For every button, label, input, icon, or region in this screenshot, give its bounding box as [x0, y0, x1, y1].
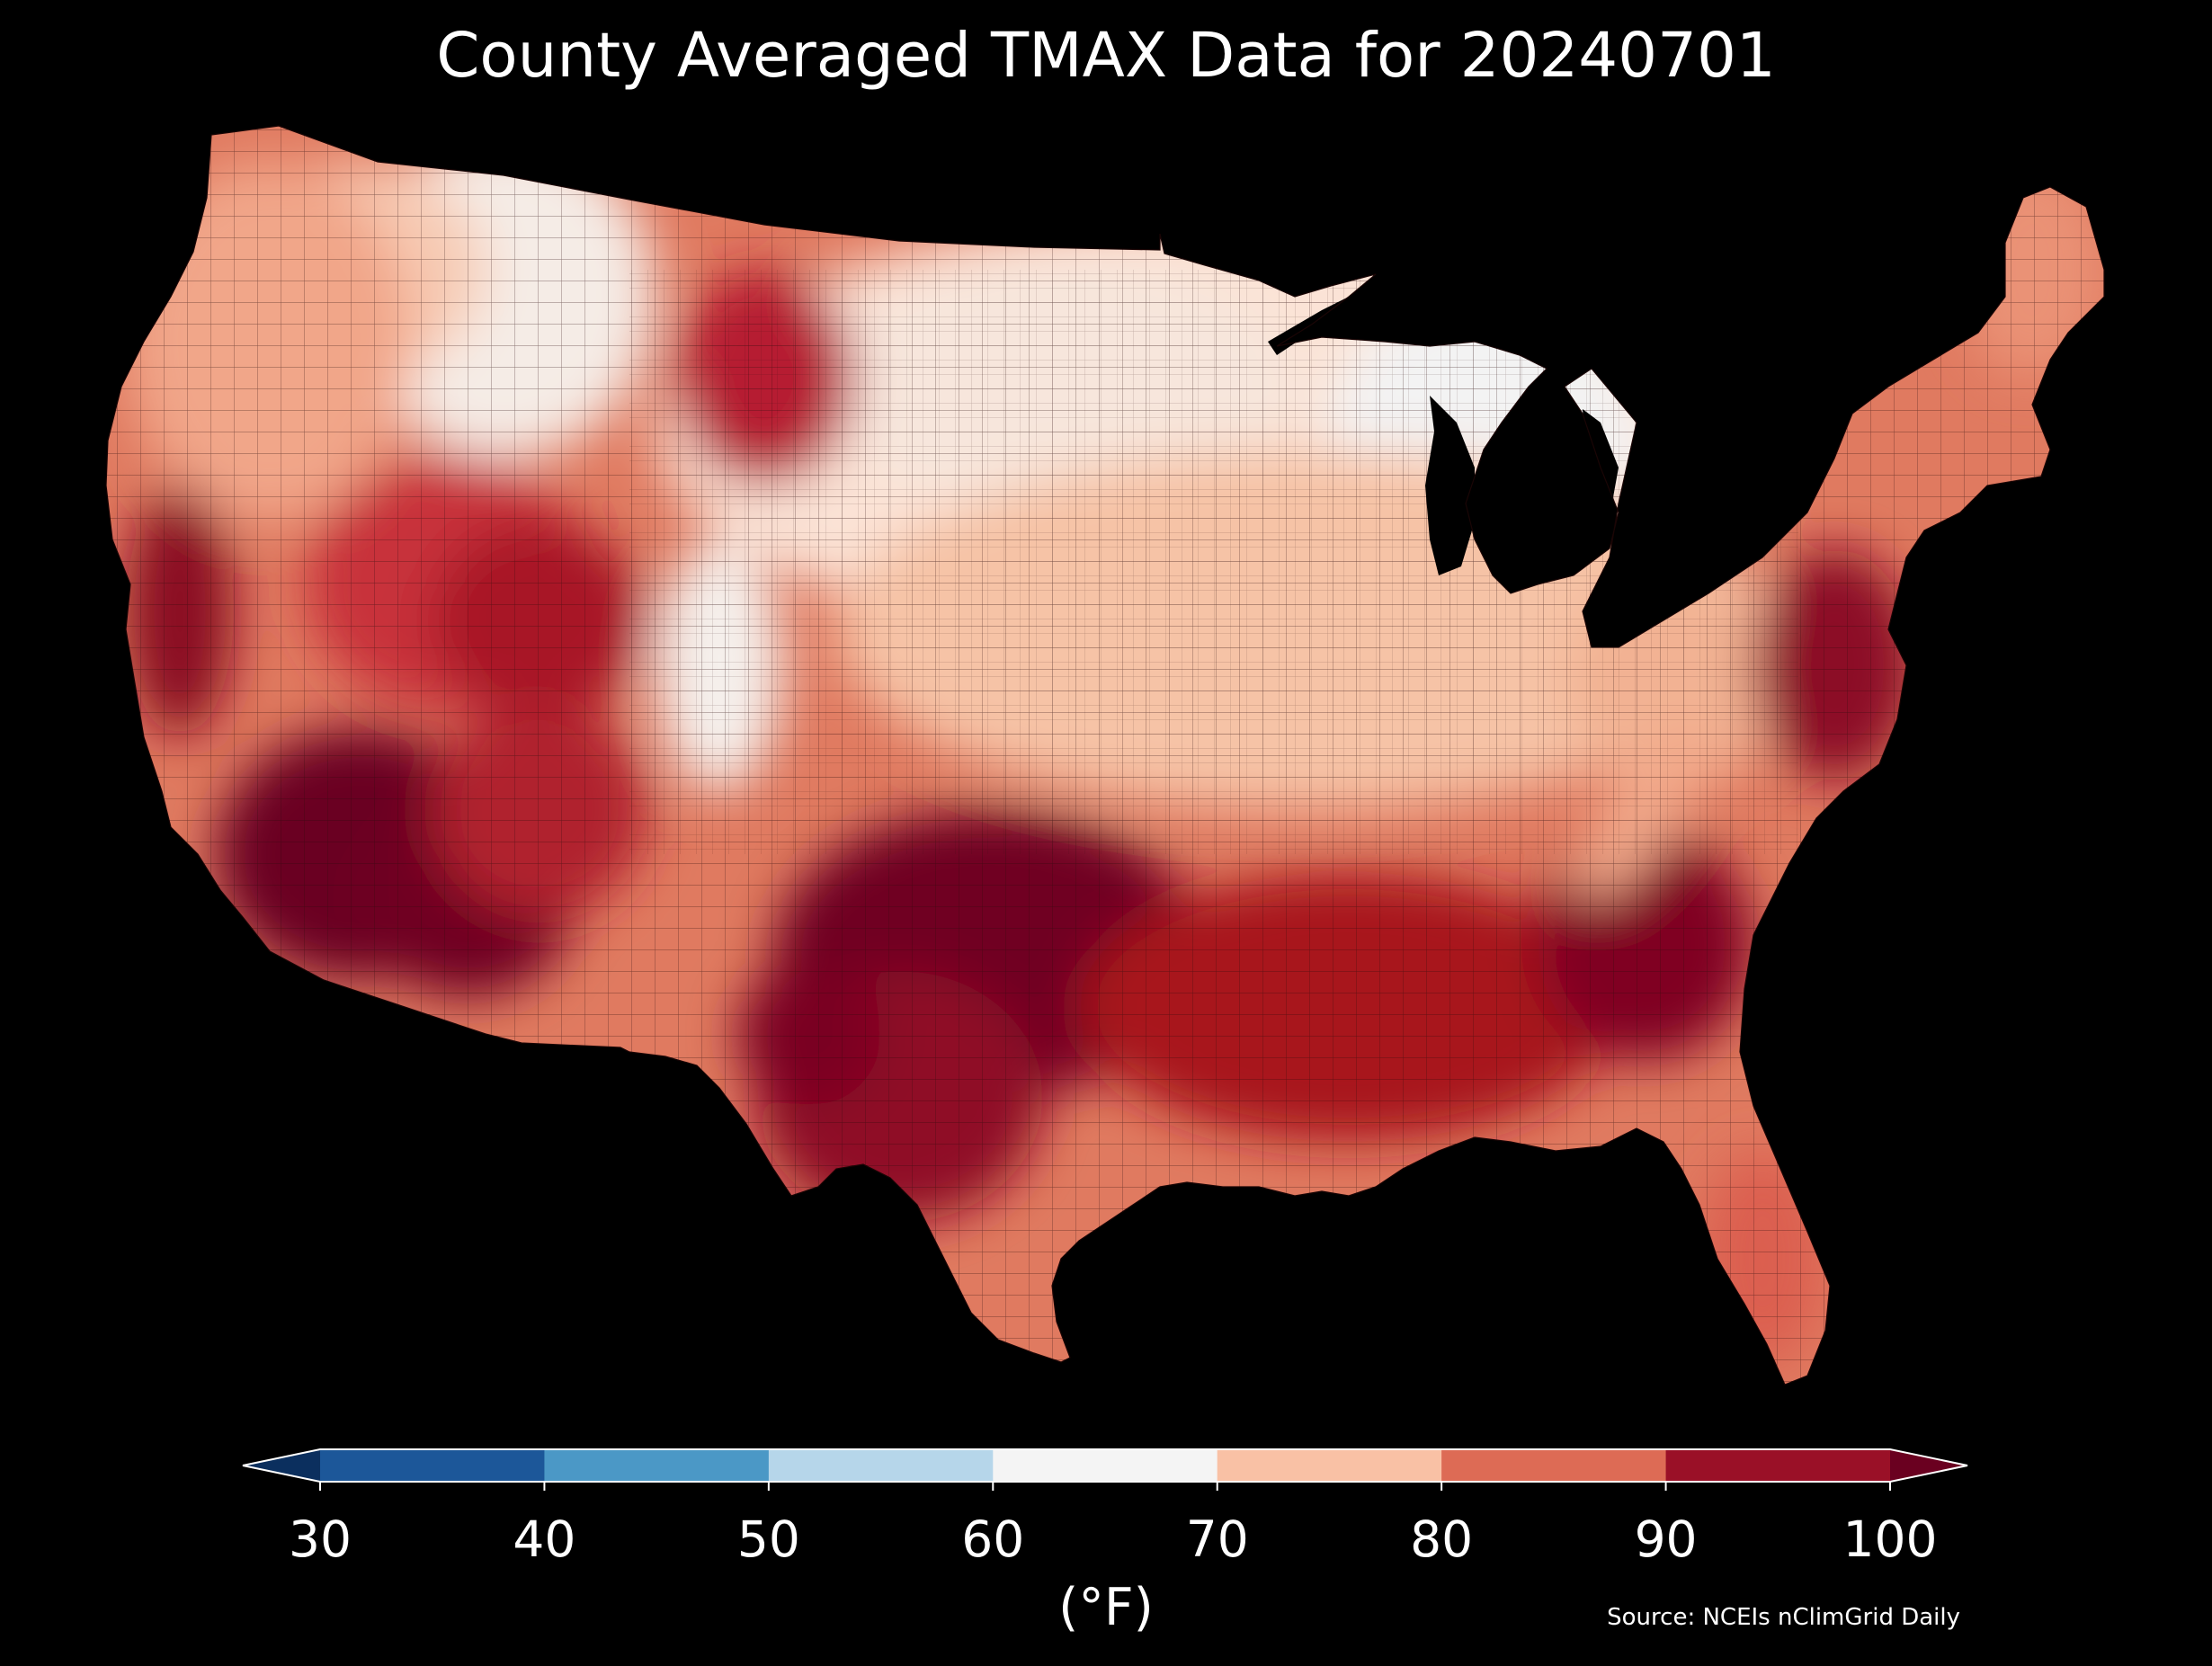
colorbar-bin-70-80: [1217, 1449, 1442, 1482]
colorbar-tick-label: 50: [736, 1510, 800, 1568]
colorbar: [0, 1430, 2212, 1537]
colorbar-tick-label: 80: [1410, 1510, 1474, 1568]
colorbar-tick-label: 100: [1842, 1510, 1938, 1568]
colorbar-bin-60-70: [993, 1449, 1218, 1482]
usa-county-map: [105, 125, 2105, 1385]
colorbar-tick-label: 30: [289, 1510, 352, 1568]
colorbar-tick-label: 70: [1185, 1510, 1249, 1568]
colorbar-tick-label: 40: [513, 1510, 576, 1568]
colorbar-tick-label: 90: [1634, 1510, 1698, 1568]
choropleth-map: [105, 125, 2105, 1385]
great-lakes: [1268, 288, 1762, 584]
map-title: County Averaged TMAX Data for 20240701: [436, 20, 1776, 92]
colorbar-bin-40-50: [544, 1449, 770, 1482]
colorbar-bin-50-60: [768, 1449, 994, 1482]
temperature-field: [106, 126, 2104, 1385]
colorbar-bin-30-40: [320, 1449, 545, 1482]
colorbar-bin-80-90: [1441, 1449, 1667, 1482]
colorbar-label: (°F): [1058, 1578, 1154, 1637]
source-credit: Source: NCEIs nClimGrid Daily: [1607, 1604, 1960, 1631]
colorbar-tick-label: 60: [961, 1510, 1025, 1568]
colorbar-extend-low: [243, 1449, 320, 1482]
colorbar-svg: [242, 1448, 1968, 1491]
colorbar-extend-high: [1890, 1449, 1967, 1482]
colorbar-bin-90-100: [1665, 1449, 1891, 1482]
